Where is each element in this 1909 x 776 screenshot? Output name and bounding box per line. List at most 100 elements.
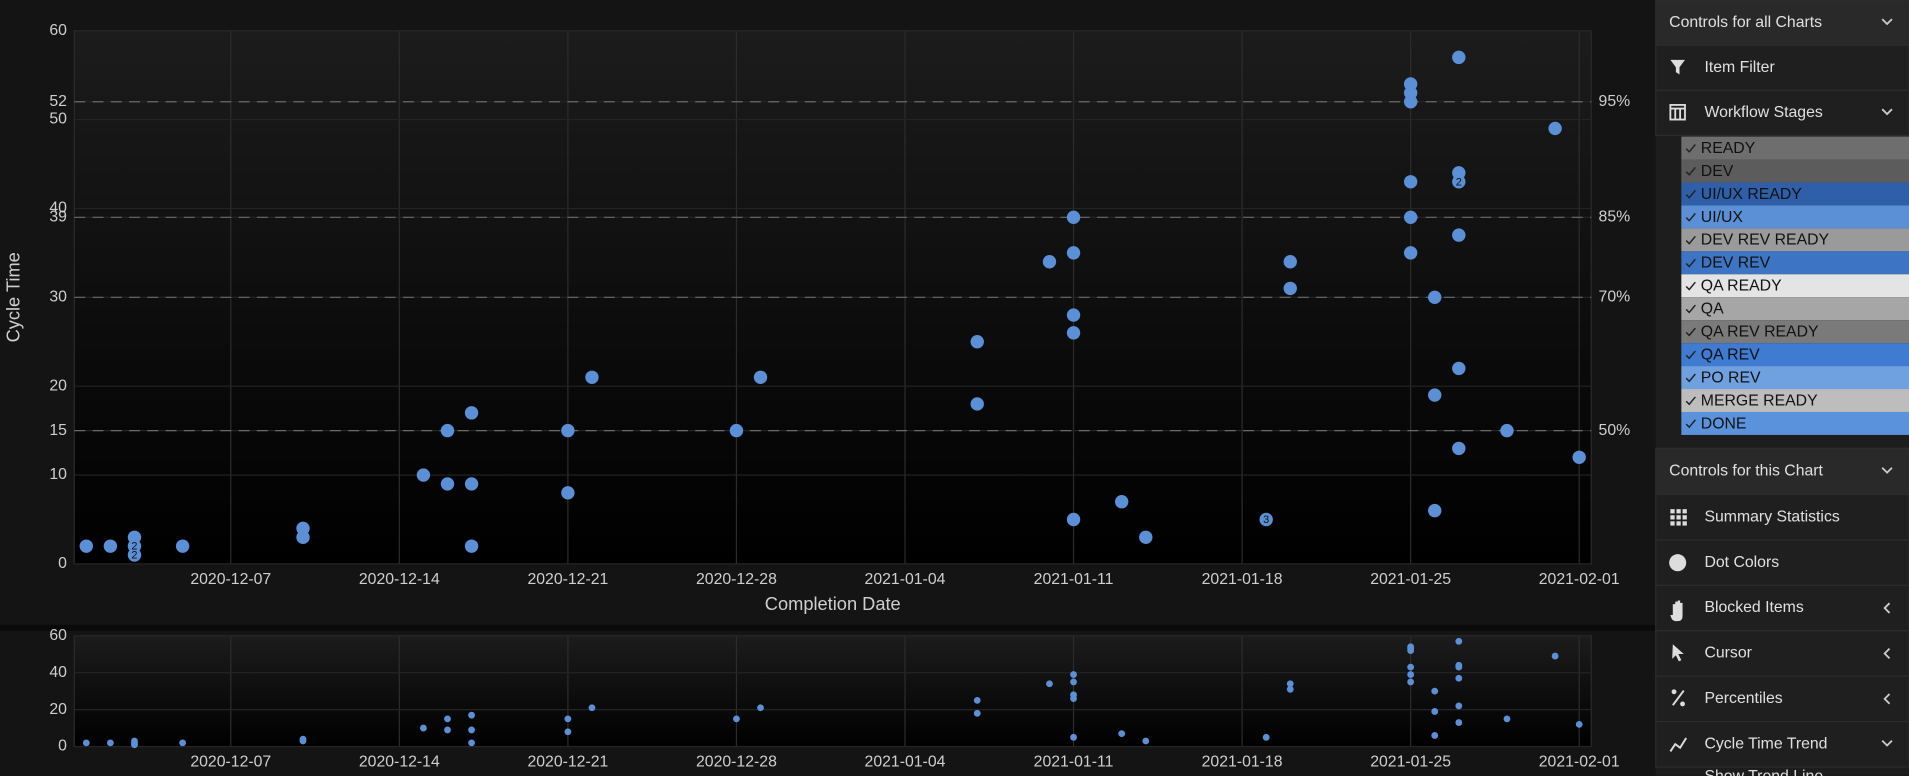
- data-point[interactable]: [1452, 362, 1465, 375]
- sidebar-label[interactable]: Summary Statistics: [1704, 508, 1839, 525]
- data-point[interactable]: [131, 741, 138, 748]
- data-point[interactable]: [1287, 686, 1294, 693]
- data-point[interactable]: [465, 539, 478, 552]
- data-point[interactable]: [1407, 664, 1414, 671]
- data-point[interactable]: [176, 539, 189, 552]
- stage-name[interactable]: UI/UX READY: [1701, 186, 1802, 203]
- data-point[interactable]: [1455, 664, 1462, 671]
- data-point[interactable]: [1070, 671, 1077, 678]
- data-point[interactable]: [1431, 732, 1438, 739]
- data-point[interactable]: [585, 371, 598, 384]
- sidebar-label[interactable]: Workflow Stages: [1704, 104, 1822, 121]
- data-point[interactable]: [564, 715, 571, 722]
- data-point[interactable]: [1263, 734, 1270, 741]
- data-point[interactable]: [1067, 308, 1080, 321]
- data-point[interactable]: [1070, 679, 1077, 686]
- data-point[interactable]: [1504, 715, 1511, 722]
- sidebar-label[interactable]: Controls for all Charts: [1669, 14, 1822, 31]
- data-point[interactable]: [1407, 647, 1414, 654]
- stage-name[interactable]: QA REV: [1701, 346, 1760, 363]
- data-point[interactable]: [1431, 708, 1438, 715]
- stage-name[interactable]: READY: [1701, 140, 1756, 157]
- data-point[interactable]: [971, 397, 984, 410]
- stage-name[interactable]: QA READY: [1701, 278, 1782, 295]
- data-point[interactable]: [1573, 451, 1586, 464]
- data-point[interactable]: [465, 477, 478, 490]
- data-point[interactable]: [1284, 255, 1297, 268]
- data-point[interactable]: [1452, 51, 1465, 64]
- sidebar-label[interactable]: Percentiles: [1704, 690, 1782, 707]
- stage-name[interactable]: QA: [1701, 301, 1724, 318]
- data-point[interactable]: [1284, 282, 1297, 295]
- data-point[interactable]: [561, 486, 574, 499]
- data-point[interactable]: [974, 697, 981, 704]
- sidebar-label[interactable]: Cycle Time Trend: [1704, 735, 1827, 752]
- data-point[interactable]: [1455, 703, 1462, 710]
- data-point[interactable]: [80, 539, 93, 552]
- stage-name[interactable]: DEV: [1701, 163, 1734, 180]
- data-point[interactable]: [468, 712, 475, 719]
- data-point[interactable]: [1576, 721, 1583, 728]
- data-point[interactable]: [1455, 638, 1462, 645]
- data-point[interactable]: [420, 725, 427, 732]
- data-point[interactable]: [417, 468, 430, 481]
- data-point[interactable]: [444, 727, 451, 734]
- sidebar-label[interactable]: Cursor: [1704, 645, 1751, 662]
- data-point[interactable]: [971, 335, 984, 348]
- data-point[interactable]: [1404, 175, 1417, 188]
- data-point[interactable]: [974, 710, 981, 717]
- data-point[interactable]: [757, 704, 764, 711]
- data-point[interactable]: [1070, 695, 1077, 702]
- data-point[interactable]: [441, 477, 454, 490]
- data-point[interactable]: [1067, 211, 1080, 224]
- sidebar-row[interactable]: [1656, 540, 1909, 585]
- data-point[interactable]: [104, 539, 117, 552]
- data-point[interactable]: [107, 739, 114, 746]
- data-point[interactable]: [1452, 228, 1465, 241]
- trend-option[interactable]: Show Trend Line: [1704, 768, 1823, 776]
- sidebar-row[interactable]: [1656, 45, 1909, 90]
- sidebar-label[interactable]: Blocked Items: [1704, 599, 1803, 616]
- data-point[interactable]: [1043, 255, 1056, 268]
- stage-name[interactable]: UI/UX: [1701, 209, 1744, 226]
- data-point[interactable]: [1500, 424, 1513, 437]
- data-point[interactable]: [1067, 326, 1080, 339]
- stage-name[interactable]: PO REV: [1701, 369, 1761, 386]
- data-point[interactable]: [1142, 738, 1149, 745]
- data-point[interactable]: [1548, 122, 1561, 135]
- data-point[interactable]: [1115, 495, 1128, 508]
- stage-name[interactable]: DONE: [1701, 415, 1747, 432]
- data-point[interactable]: [465, 406, 478, 419]
- stage-name[interactable]: QA REV READY: [1701, 324, 1819, 341]
- data-point[interactable]: [589, 704, 596, 711]
- data-point[interactable]: [1428, 388, 1441, 401]
- data-point[interactable]: [1407, 671, 1414, 678]
- data-point[interactable]: [83, 739, 90, 746]
- stage-name[interactable]: MERGE READY: [1701, 392, 1818, 409]
- data-point[interactable]: [1552, 653, 1559, 660]
- data-point[interactable]: [441, 424, 454, 437]
- data-point[interactable]: [1431, 688, 1438, 695]
- data-point[interactable]: [1404, 211, 1417, 224]
- data-point[interactable]: [179, 739, 186, 746]
- data-point[interactable]: [1428, 504, 1441, 517]
- data-point[interactable]: [754, 371, 767, 384]
- sidebar-label[interactable]: Item Filter: [1704, 59, 1774, 76]
- data-point[interactable]: [1455, 719, 1462, 726]
- data-point[interactable]: [1139, 531, 1152, 544]
- data-point[interactable]: [1067, 513, 1080, 526]
- data-point[interactable]: [733, 715, 740, 722]
- data-point[interactable]: [1070, 734, 1077, 741]
- stage-name[interactable]: DEV REV READY: [1701, 232, 1830, 249]
- data-point[interactable]: [1067, 246, 1080, 259]
- data-point[interactable]: [1404, 246, 1417, 259]
- data-point[interactable]: [1404, 95, 1417, 108]
- data-point[interactable]: [561, 424, 574, 437]
- data-point[interactable]: [1118, 730, 1125, 737]
- data-point[interactable]: [1452, 442, 1465, 455]
- data-point[interactable]: [468, 727, 475, 734]
- data-point[interactable]: [730, 424, 743, 437]
- data-point[interactable]: [1407, 679, 1414, 686]
- data-point[interactable]: [296, 531, 309, 544]
- sidebar-row[interactable]: [1656, 631, 1909, 676]
